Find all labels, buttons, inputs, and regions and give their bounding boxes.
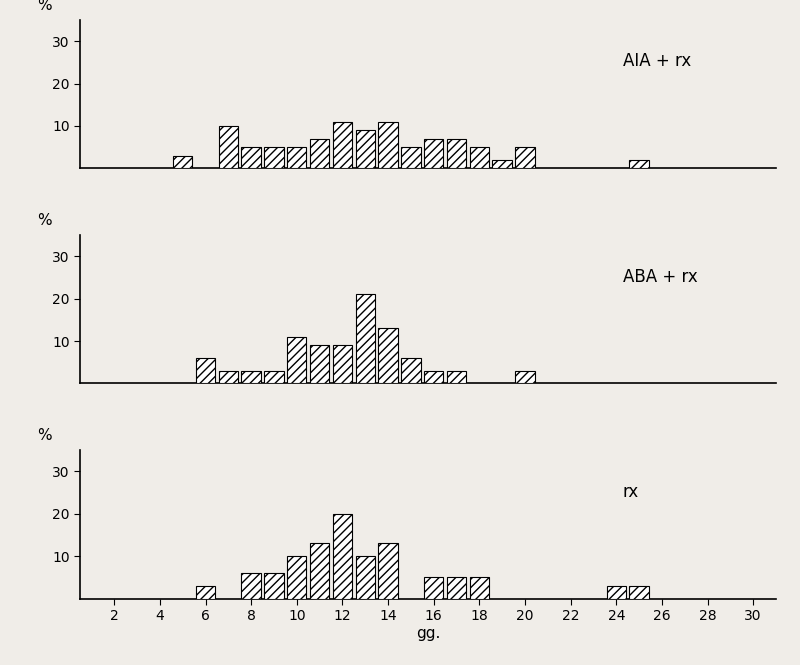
Bar	[310, 345, 330, 384]
Bar	[424, 138, 443, 168]
Bar	[333, 122, 352, 168]
Bar	[287, 147, 306, 168]
Bar	[424, 370, 443, 384]
Bar	[424, 577, 443, 598]
Text: %: %	[38, 428, 52, 443]
Bar	[218, 370, 238, 384]
Text: %: %	[38, 0, 52, 13]
Bar	[173, 156, 192, 168]
Text: rx: rx	[623, 483, 639, 501]
Bar	[401, 147, 421, 168]
Bar	[242, 370, 261, 384]
Bar	[378, 543, 398, 598]
Bar	[242, 147, 261, 168]
Bar	[310, 138, 330, 168]
Bar	[196, 358, 215, 384]
Bar	[310, 543, 330, 598]
Bar	[470, 577, 489, 598]
Bar	[630, 586, 649, 598]
Bar	[630, 160, 649, 168]
Bar	[355, 556, 375, 598]
Bar	[378, 122, 398, 168]
Bar	[493, 160, 512, 168]
Bar	[287, 336, 306, 384]
Bar	[287, 556, 306, 598]
Bar	[515, 370, 534, 384]
Bar	[470, 147, 489, 168]
Bar	[447, 577, 466, 598]
Bar	[264, 370, 284, 384]
Bar	[264, 147, 284, 168]
Bar	[218, 126, 238, 168]
Bar	[242, 573, 261, 598]
Bar	[333, 514, 352, 598]
Text: ABA + rx: ABA + rx	[623, 267, 698, 285]
Bar	[606, 586, 626, 598]
Bar	[515, 147, 534, 168]
Bar	[355, 130, 375, 168]
Bar	[355, 295, 375, 384]
Bar	[378, 329, 398, 384]
Bar	[196, 586, 215, 598]
Bar	[401, 358, 421, 384]
Text: %: %	[38, 213, 52, 227]
Text: AIA + rx: AIA + rx	[623, 53, 691, 70]
Bar	[264, 573, 284, 598]
X-axis label: gg.: gg.	[416, 626, 440, 640]
Bar	[333, 345, 352, 384]
Bar	[447, 370, 466, 384]
Bar	[447, 138, 466, 168]
